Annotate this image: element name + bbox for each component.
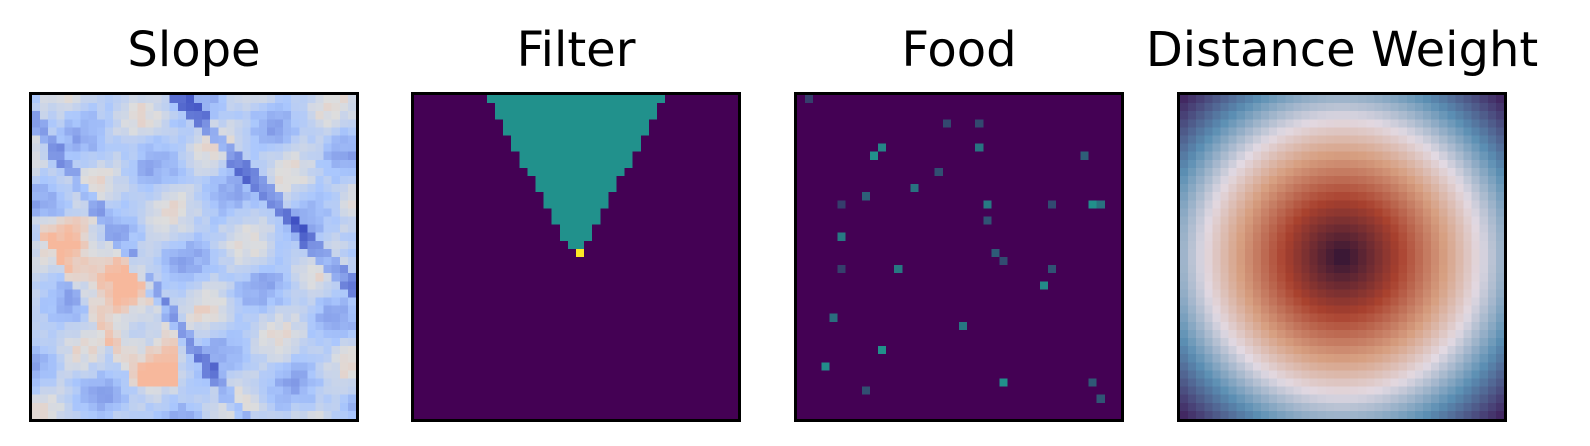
distance-weight-title: Distance Weight <box>1145 22 1539 78</box>
food-heatmap-frame <box>794 92 1124 422</box>
slope-heatmap-frame <box>29 92 359 422</box>
food-heatmap <box>797 95 1121 419</box>
distance-weight-panel: Distance Weight <box>1146 0 1538 446</box>
filter-heatmap <box>414 95 738 419</box>
slope-title: Slope <box>127 22 261 78</box>
distance-weight-heatmap <box>1180 95 1504 419</box>
slope-panel: Slope <box>29 0 359 446</box>
filter-title: Filter <box>516 22 636 78</box>
slope-heatmap <box>32 95 356 419</box>
distance-weight-heatmap-frame <box>1177 92 1507 422</box>
food-panel: Food <box>794 0 1124 446</box>
food-title: Food <box>901 22 1017 78</box>
filter-panel: Filter <box>411 0 741 446</box>
filter-heatmap-frame <box>411 92 741 422</box>
